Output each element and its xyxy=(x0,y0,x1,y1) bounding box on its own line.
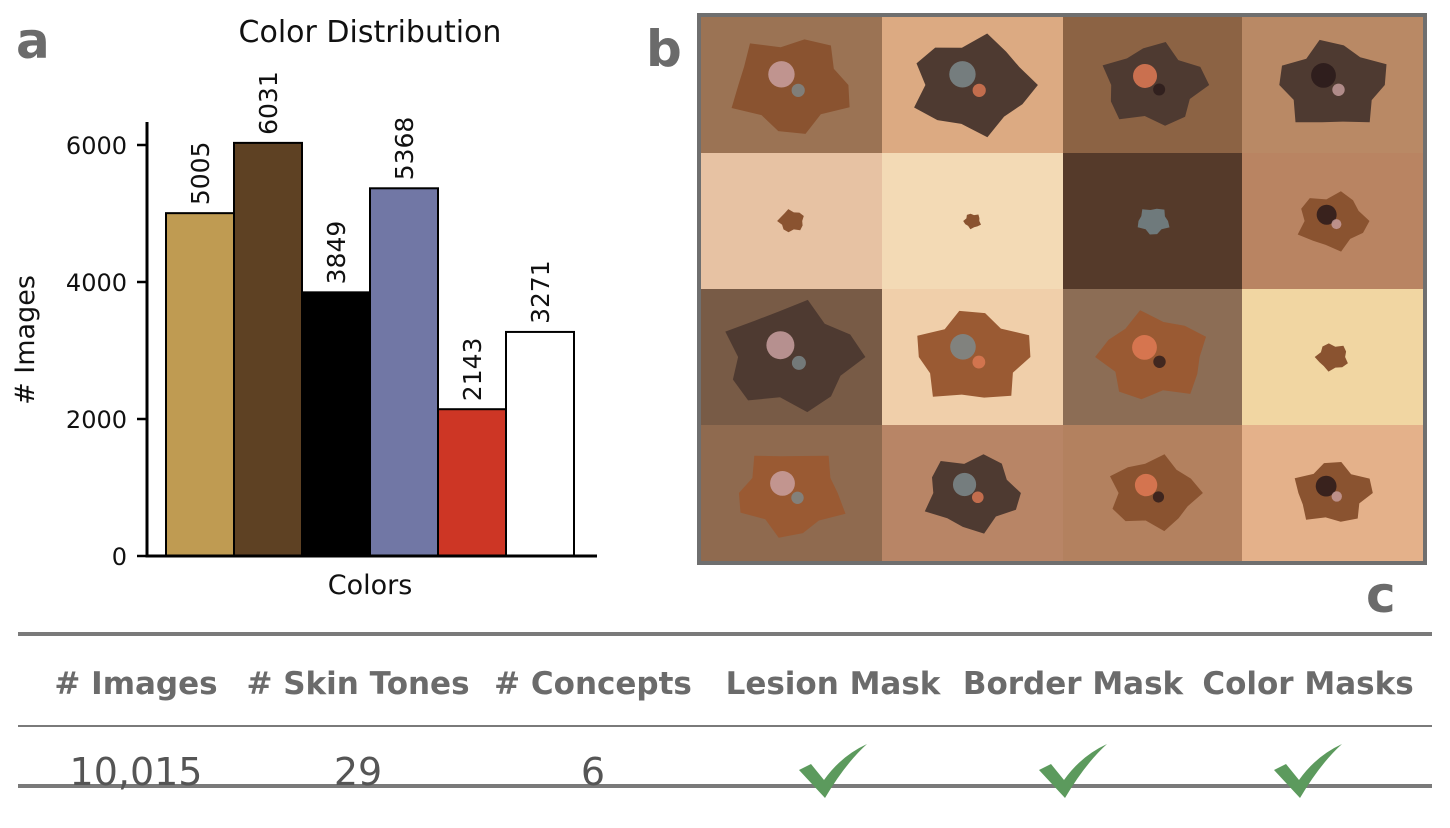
bar-value-label-4: 2143 xyxy=(458,338,487,402)
y-tick-label-3: 6000 xyxy=(66,132,127,160)
y-tick-label-2: 4000 xyxy=(66,269,127,297)
check-icon-border-mask xyxy=(1039,744,1107,798)
lesion-tile-10 xyxy=(1063,289,1245,426)
bar-2 xyxy=(301,291,371,557)
lesion-tile-9 xyxy=(882,289,1064,426)
lesion-tiles xyxy=(701,17,1423,561)
panel-label-a: a xyxy=(16,12,50,70)
lesion-tile-14 xyxy=(1063,425,1245,561)
header-skin-tones: # Skin Tones xyxy=(246,666,470,702)
lesion-tile-1 xyxy=(882,17,1064,154)
header-concepts: # Concepts xyxy=(494,666,692,702)
header-images: # Images xyxy=(54,666,218,702)
table-bottom-rule xyxy=(18,784,1432,788)
lesion-tile-3 xyxy=(1242,17,1423,154)
color-distribution-chart: Color Distribution Colors # Images 5005 6… xyxy=(10,15,597,601)
header-lesion-mask: Lesion Mask xyxy=(725,666,941,702)
x-axis-label: Colors xyxy=(328,570,413,601)
bar-1 xyxy=(233,141,303,557)
table-header-rule xyxy=(18,725,1432,727)
bar-value-label-0: 5005 xyxy=(186,142,215,206)
check-icon-color-masks xyxy=(1274,744,1342,798)
value-concepts: 6 xyxy=(580,750,606,794)
header-color-masks: Color Masks xyxy=(1202,666,1414,702)
header-border-mask: Border Mask xyxy=(962,666,1184,702)
lesion-tile-15 xyxy=(1242,425,1423,561)
lesion-tile-7 xyxy=(1242,153,1423,290)
lesion-tile-4 xyxy=(701,153,883,290)
lesion-tile-11 xyxy=(1242,289,1423,426)
y-tick-label-0: 0 xyxy=(112,543,127,571)
bar-0 xyxy=(165,212,235,557)
bar-value-label-1: 6031 xyxy=(254,71,283,135)
lesion-tile-6 xyxy=(1063,153,1245,290)
check-icon-lesion-mask xyxy=(799,744,867,798)
bar-4 xyxy=(437,408,507,557)
lesion-tile-2 xyxy=(1063,17,1245,154)
axes-group: 0 2000 4000 6000 xyxy=(66,122,597,571)
bar-value-label-2: 3849 xyxy=(322,221,351,285)
chart-title: Color Distribution xyxy=(239,15,502,50)
lesion-image-grid xyxy=(697,13,1427,565)
lesion-tile-0 xyxy=(701,17,883,154)
value-skin-tones: 29 xyxy=(333,750,383,794)
lesion-tile-13 xyxy=(882,425,1064,561)
bar-value-label-5: 3271 xyxy=(526,260,555,324)
lesion-tile-8 xyxy=(701,289,883,426)
bar-value-label-3: 5368 xyxy=(390,117,419,181)
lesion-tile-12 xyxy=(701,425,883,561)
bar-3 xyxy=(369,187,439,558)
bars-group: 5005 6031 3849 5368 2143 3271 xyxy=(165,71,575,558)
bar-5 xyxy=(505,330,575,557)
panel-label-b: b xyxy=(646,20,682,78)
table-top-rule xyxy=(18,632,1432,636)
y-axis-label: # Images xyxy=(10,275,41,405)
lesion-tile-5 xyxy=(882,153,1064,290)
y-tick-label-1: 2000 xyxy=(66,406,127,434)
value-images: 10,015 xyxy=(69,750,203,794)
panel-label-c: c xyxy=(1366,566,1396,624)
